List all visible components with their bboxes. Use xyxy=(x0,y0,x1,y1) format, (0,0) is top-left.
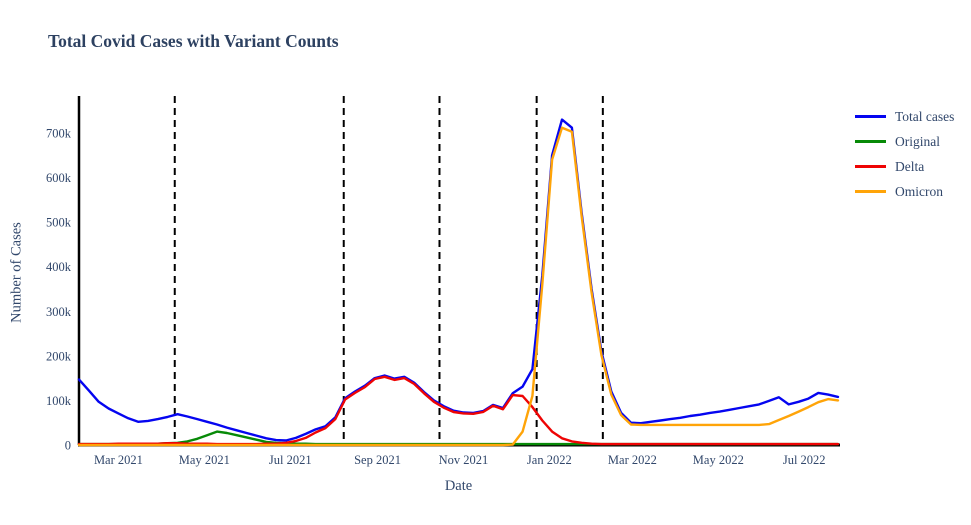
svg-text:Jul 2022: Jul 2022 xyxy=(783,453,826,467)
svg-text:500k: 500k xyxy=(46,216,72,230)
svg-text:700k: 700k xyxy=(46,127,72,141)
svg-text:May 2022: May 2022 xyxy=(693,453,744,467)
svg-text:Jan 2022: Jan 2022 xyxy=(527,453,572,467)
legend-item-total-cases[interactable]: Total cases xyxy=(855,104,954,129)
y-axis-label: Number of Cases xyxy=(8,222,25,323)
svg-text:600k: 600k xyxy=(46,171,72,185)
legend-item-omicron[interactable]: Omicron xyxy=(855,179,954,204)
chart-title: Total Covid Cases with Variant Counts xyxy=(48,31,339,51)
svg-text:Sep 2021: Sep 2021 xyxy=(354,453,401,467)
legend-label-original: Original xyxy=(895,133,940,149)
svg-text:400k: 400k xyxy=(46,260,72,274)
svg-text:200k: 200k xyxy=(46,349,72,363)
svg-text:0: 0 xyxy=(65,439,71,453)
svg-text:100k: 100k xyxy=(46,394,72,408)
legend-swatch-omicron xyxy=(855,190,886,193)
legend-label-omicron: Omicron xyxy=(895,183,943,199)
svg-text:300k: 300k xyxy=(46,305,72,319)
legend-item-original[interactable]: Original xyxy=(855,129,954,154)
x-axis-label: Date xyxy=(444,478,473,494)
svg-text:Jul 2021: Jul 2021 xyxy=(269,453,312,467)
legend-swatch-delta xyxy=(855,165,886,168)
svg-text:Mar 2021: Mar 2021 xyxy=(94,453,143,467)
legend-label-delta: Delta xyxy=(895,158,925,174)
legend-label-total-cases: Total cases xyxy=(895,108,955,124)
svg-text:Nov 2021: Nov 2021 xyxy=(439,453,489,467)
svg-text:Mar 2022: Mar 2022 xyxy=(608,453,657,467)
legend-swatch-total-cases xyxy=(855,115,886,118)
svg-text:May 2021: May 2021 xyxy=(179,453,230,467)
legend-item-delta[interactable]: Delta xyxy=(855,154,954,179)
legend: Total cases Original Delta Omicron xyxy=(855,104,954,204)
legend-swatch-original xyxy=(855,140,886,143)
